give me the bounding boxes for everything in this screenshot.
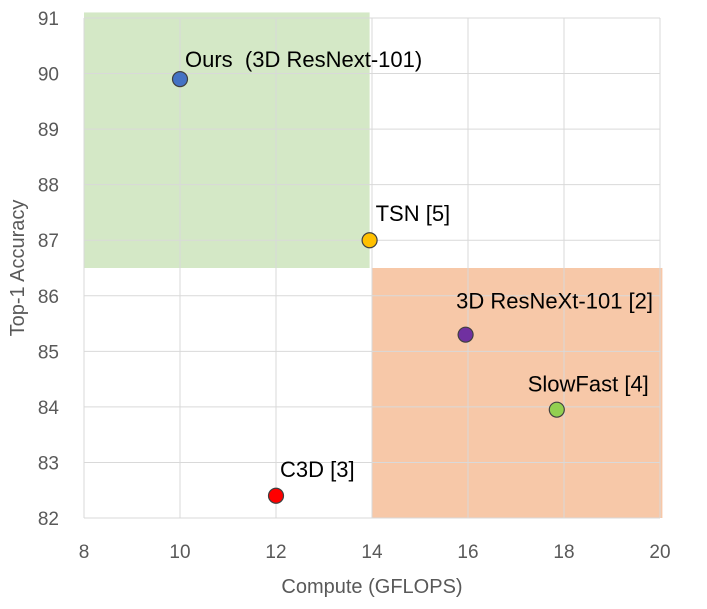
highlight-regions [84,12,663,518]
y-tick-label: 91 [38,9,59,30]
data-point [267,487,285,504]
y-tick-label: 87 [38,231,59,252]
gridlines [83,17,661,519]
point-labels: Ours (3D ResNext-101) TSN [5] 3D ResNeXt-1… [185,47,653,482]
point-label: TSN [5] [376,201,451,226]
point-label: 3D ResNeXt-101 [2] [456,289,653,314]
x-tick-label: 18 [553,542,574,563]
point-label: Ours (3D ResNext-101) [185,47,422,72]
y-tick-label: 86 [38,287,59,308]
y-tick-label: 82 [38,509,59,530]
y-tick-label: 84 [38,398,60,419]
x-tick-label: 14 [361,542,383,563]
point-label: SlowFast [4] [528,372,649,397]
x-tick-label: 16 [457,542,478,563]
y-tick-label: 90 [38,65,59,86]
data-points [171,71,565,504]
y-tick-labels: 82 83 84 85 86 87 88 89 90 91 [38,9,60,530]
y-tick-label: 88 [38,176,59,197]
data-point [457,326,474,343]
data-point [171,71,189,88]
x-axis-title: Compute (GFLOPS) [281,576,462,598]
region-favorable [84,12,370,269]
region-unfavorable [372,268,663,518]
y-tick-label: 85 [38,342,59,363]
y-tick-label: 83 [38,453,59,474]
x-tick-label: 10 [169,542,190,563]
data-point [361,232,378,249]
point-label: C3D [3] [280,457,355,482]
x-tick-label: 8 [79,542,90,563]
x-tick-labels: 8 10 12 14 16 18 20 [79,542,671,563]
x-tick-label: 12 [265,542,286,563]
y-axis-title: Top-1 Accuracy [7,200,29,337]
x-tick-label: 20 [649,542,670,563]
y-tick-label: 89 [38,120,59,141]
data-point [548,401,565,418]
